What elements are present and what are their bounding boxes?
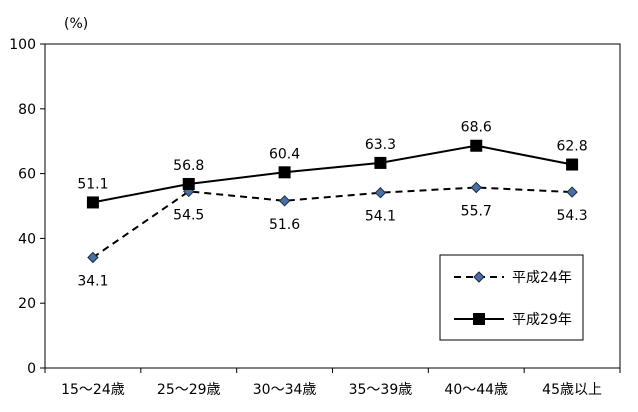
data-point bbox=[470, 139, 483, 152]
y-tick-label: 80 bbox=[18, 102, 36, 118]
legend-box bbox=[439, 254, 584, 341]
legend-marker bbox=[473, 271, 485, 283]
data-label: 60.4 bbox=[269, 146, 300, 162]
y-axis-label: (%) bbox=[64, 16, 88, 32]
series-2: 51.1 56.8 60.4 63.3 68.6 62.8 bbox=[77, 120, 588, 209]
y-tick-label: 20 bbox=[18, 296, 36, 312]
series-layer: 34.1 54.5 51.6 54.1 55.7 54.3 51.1 56.8 60.4 63.3… bbox=[77, 120, 587, 290]
data-label: 54.1 bbox=[365, 209, 396, 225]
series-line bbox=[92, 144, 573, 204]
x-tick-label: 35～39歳 bbox=[349, 382, 413, 398]
data-label: 68.6 bbox=[461, 120, 492, 136]
x-tick-label: 25～29歳 bbox=[157, 382, 221, 398]
legend-marker bbox=[473, 313, 485, 325]
legend-label: 平成29年 bbox=[512, 312, 572, 328]
data-point bbox=[278, 195, 291, 207]
data-point bbox=[566, 158, 579, 171]
y-tick-label: 100 bbox=[9, 37, 36, 53]
data-label: 34.1 bbox=[77, 274, 108, 290]
data-label: 63.3 bbox=[365, 137, 396, 153]
series-line bbox=[92, 186, 573, 259]
data-point bbox=[374, 156, 387, 169]
data-label: 51.6 bbox=[269, 217, 300, 233]
x-tick-label: 40～44歳 bbox=[444, 382, 508, 398]
data-point bbox=[86, 196, 99, 209]
y-tick-label: 60 bbox=[18, 167, 36, 183]
axes: 0 20 40 60 80 100 (%) 15～24歳 25～29歳 30～34歳 35～39歳 4… bbox=[9, 16, 621, 398]
data-point bbox=[470, 181, 482, 194]
x-tick-label: 15～24歳 bbox=[61, 382, 125, 398]
data-point bbox=[87, 251, 99, 264]
data-label: 62.8 bbox=[556, 139, 587, 155]
y-tick-label: 40 bbox=[18, 231, 36, 247]
data-point bbox=[374, 187, 387, 199]
data-label: 54.5 bbox=[173, 207, 204, 223]
data-label: 56.8 bbox=[173, 158, 204, 174]
series-1: 34.1 54.5 51.6 54.1 55.7 54.3 bbox=[77, 181, 588, 290]
data-point bbox=[566, 186, 578, 198]
legend-label: 平成24年 bbox=[512, 270, 572, 286]
x-tick-label: 45歳以上 bbox=[542, 382, 602, 398]
data-label: 51.1 bbox=[77, 176, 108, 192]
x-tick-label: 30～34歳 bbox=[253, 382, 317, 398]
data-label: 54.3 bbox=[556, 208, 587, 224]
data-point bbox=[278, 166, 291, 179]
y-tick-label: 0 bbox=[27, 361, 36, 377]
data-point bbox=[182, 177, 195, 190]
data-label: 55.7 bbox=[461, 204, 492, 220]
